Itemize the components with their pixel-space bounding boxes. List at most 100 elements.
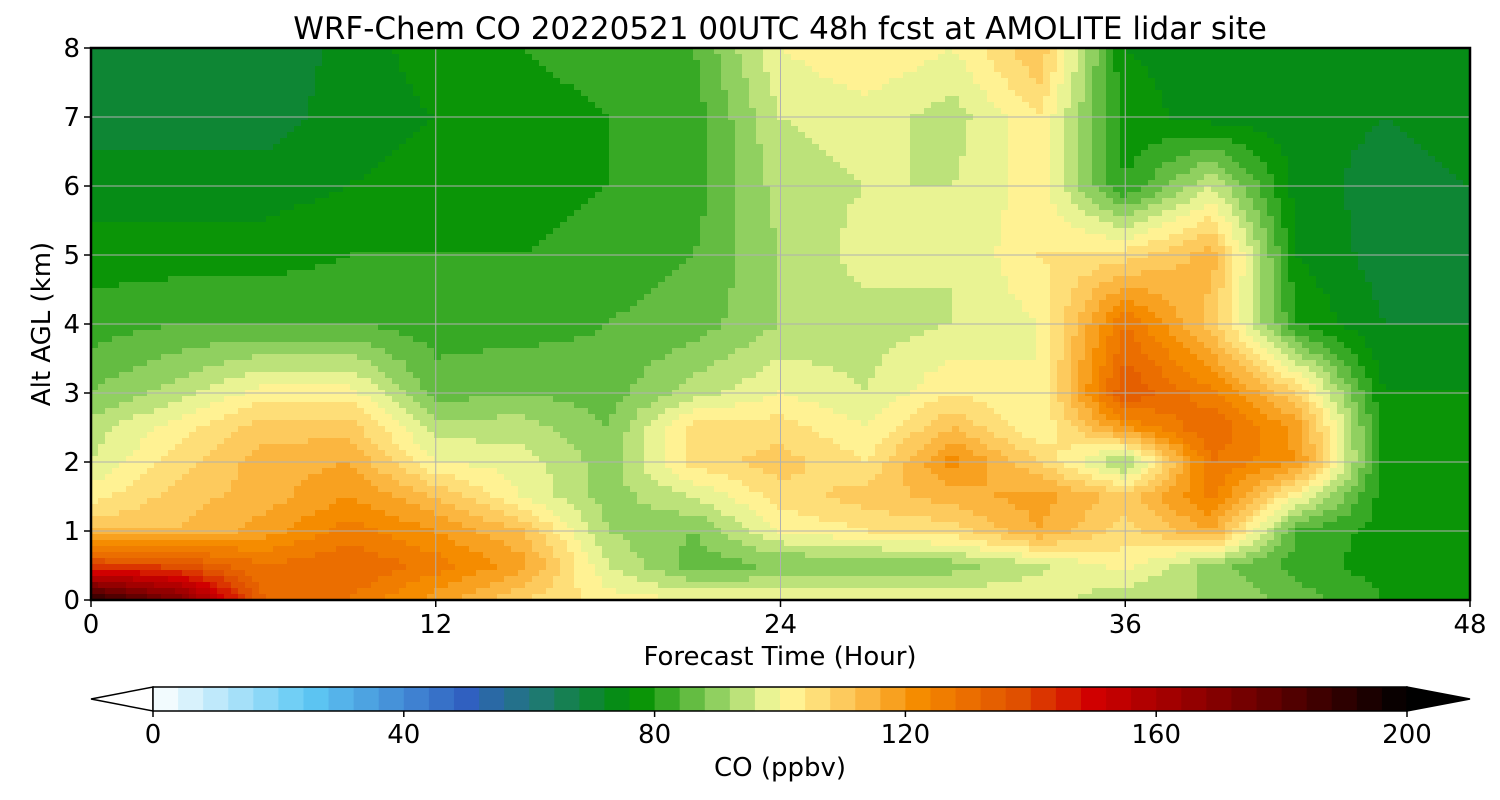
heat-cell bbox=[840, 60, 848, 67]
heat-cell bbox=[1337, 144, 1345, 151]
heat-cell bbox=[1008, 102, 1016, 109]
heat-cell bbox=[91, 186, 99, 193]
heat-cell bbox=[770, 168, 778, 175]
heat-cell bbox=[980, 48, 988, 55]
heat-cell bbox=[1134, 168, 1142, 175]
heat-cell bbox=[413, 198, 421, 205]
heat-cell bbox=[833, 126, 841, 133]
heat-cell bbox=[385, 126, 393, 133]
heat-cell bbox=[1386, 90, 1394, 97]
heat-cell bbox=[861, 162, 869, 169]
heat-cell bbox=[1232, 90, 1240, 97]
heat-cell bbox=[427, 54, 435, 61]
heat-cell bbox=[1092, 72, 1100, 79]
heat-cell bbox=[294, 144, 302, 151]
heat-cell bbox=[665, 78, 673, 85]
heat-cell bbox=[1365, 174, 1373, 181]
heat-cell bbox=[1057, 78, 1065, 85]
heat-cell bbox=[1253, 48, 1261, 55]
heat-cell bbox=[1183, 186, 1191, 193]
heat-cell bbox=[224, 156, 232, 163]
heat-cell bbox=[427, 198, 435, 205]
heat-cell bbox=[1204, 66, 1212, 73]
heat-cell bbox=[1449, 156, 1457, 163]
heat-cell bbox=[203, 138, 211, 145]
heat-cell bbox=[637, 162, 645, 169]
heat-cell bbox=[784, 96, 792, 103]
heat-cell bbox=[994, 90, 1002, 97]
heat-cell bbox=[686, 174, 694, 181]
heat-cell bbox=[357, 72, 365, 79]
heat-cell bbox=[476, 48, 484, 55]
heat-cell bbox=[763, 90, 771, 97]
heat-cell bbox=[819, 78, 827, 85]
heat-cell bbox=[1036, 192, 1044, 199]
heat-cell bbox=[1295, 126, 1303, 133]
heat-cell bbox=[91, 48, 99, 55]
heat-cell bbox=[1428, 90, 1436, 97]
heat-cell bbox=[1008, 60, 1016, 67]
heat-cell bbox=[119, 144, 127, 151]
heat-cell bbox=[1323, 60, 1331, 67]
heat-cell bbox=[1057, 138, 1065, 145]
heat-cell bbox=[287, 138, 295, 145]
heat-cell bbox=[1043, 54, 1051, 61]
heat-cell bbox=[231, 72, 239, 79]
heat-cell bbox=[161, 156, 169, 163]
heat-cell bbox=[1008, 186, 1016, 193]
heat-cell bbox=[721, 90, 729, 97]
heat-cell bbox=[518, 126, 526, 133]
heat-cell bbox=[1323, 186, 1331, 193]
heat-cell bbox=[1183, 48, 1191, 55]
heat-cell bbox=[1099, 150, 1107, 157]
heat-cell bbox=[1323, 120, 1331, 127]
heat-cell bbox=[1218, 48, 1226, 55]
heat-cell bbox=[1022, 48, 1030, 55]
heat-cell bbox=[896, 192, 904, 199]
heat-cell bbox=[525, 132, 533, 139]
heat-cell bbox=[483, 96, 491, 103]
heat-cell bbox=[1183, 84, 1191, 91]
heat-cell bbox=[1127, 102, 1135, 109]
heat-cell bbox=[840, 48, 848, 55]
heat-cell bbox=[336, 72, 344, 79]
heat-cell bbox=[1218, 180, 1226, 187]
heat-cell bbox=[686, 72, 694, 79]
heat-cell bbox=[1456, 120, 1464, 127]
heat-cell bbox=[1267, 186, 1275, 193]
heat-cell bbox=[1302, 174, 1310, 181]
heat-cell bbox=[259, 162, 267, 169]
heat-cell bbox=[1330, 150, 1338, 157]
heat-cell bbox=[714, 90, 722, 97]
heat-cell bbox=[595, 156, 603, 163]
heat-cell bbox=[798, 48, 806, 55]
heat-cell bbox=[917, 192, 925, 199]
heat-cell bbox=[875, 168, 883, 175]
heat-cell bbox=[420, 144, 428, 151]
heat-cell bbox=[644, 180, 652, 187]
heat-cell bbox=[1155, 186, 1163, 193]
heat-cell bbox=[469, 198, 477, 205]
heat-cell bbox=[532, 174, 540, 181]
heat-cell bbox=[903, 48, 911, 55]
heat-cell bbox=[1407, 192, 1415, 199]
heat-cell bbox=[1176, 162, 1184, 169]
heat-cell bbox=[1260, 174, 1268, 181]
heat-cell bbox=[1022, 126, 1030, 133]
heat-cell bbox=[595, 192, 603, 199]
heat-cell bbox=[427, 150, 435, 157]
heat-cell bbox=[532, 48, 540, 55]
heat-cell bbox=[1141, 90, 1149, 97]
heat-cell bbox=[728, 132, 736, 139]
heat-cell bbox=[707, 108, 715, 115]
heat-cell bbox=[966, 186, 974, 193]
heat-cell bbox=[105, 60, 113, 67]
heat-cell bbox=[805, 144, 813, 151]
heat-cell bbox=[238, 180, 246, 187]
heat-cell bbox=[1008, 54, 1016, 61]
heat-cell bbox=[105, 72, 113, 79]
heat-cell bbox=[371, 90, 379, 97]
heat-cell bbox=[546, 132, 554, 139]
heat-cell bbox=[231, 66, 239, 73]
heat-cell bbox=[994, 144, 1002, 151]
